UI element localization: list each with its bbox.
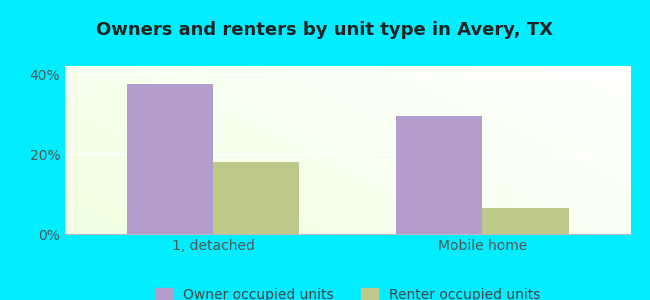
Bar [127, 84, 213, 234]
Legend: Owner occupied units, Renter occupied units: Owner occupied units, Renter occupied un… [150, 283, 546, 300]
Bar [213, 162, 299, 234]
Text: Owners and renters by unit type in Avery, TX: Owners and renters by unit type in Avery… [96, 21, 554, 39]
Bar [396, 116, 482, 234]
Bar [482, 208, 569, 234]
